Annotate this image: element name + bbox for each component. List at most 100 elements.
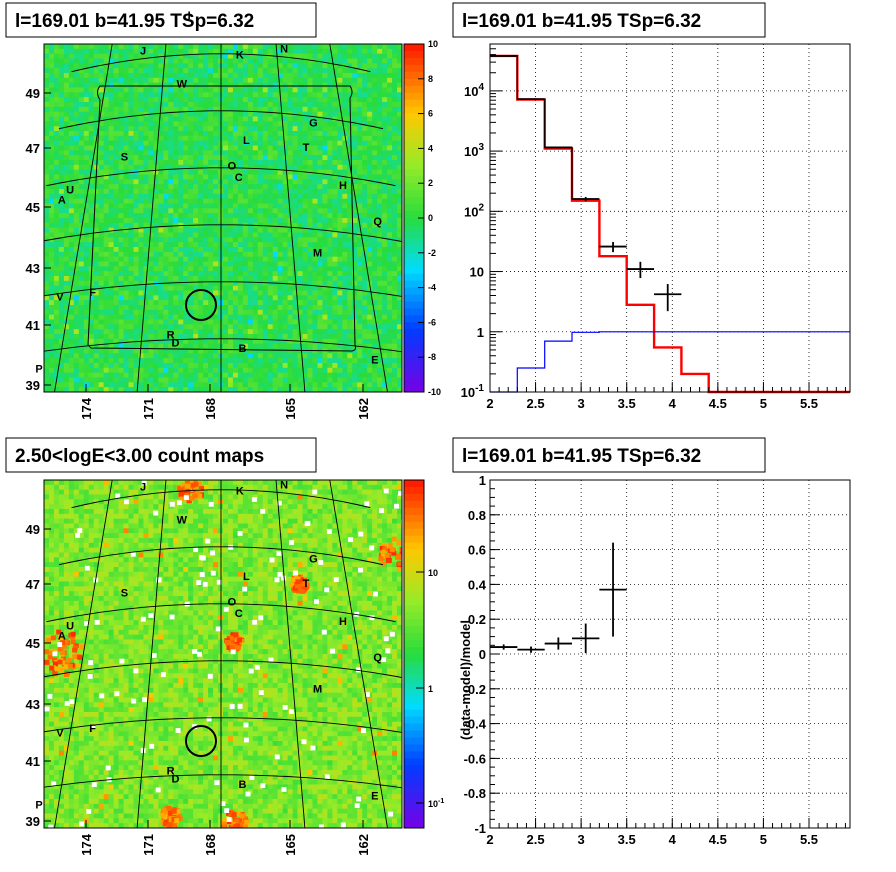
y-tick-label: 0	[479, 647, 486, 662]
colorbar-tick-label: 10-1	[428, 798, 444, 809]
count-map-x-ticks: 174 171 168 165 162	[79, 820, 371, 856]
y-tick-label: 49	[26, 86, 40, 101]
source-label: E	[371, 355, 378, 367]
source-label: D	[172, 338, 180, 350]
spectrum-series	[490, 54, 850, 394]
x-tick-label: 3.5	[618, 832, 636, 847]
spectrum-data-point	[572, 196, 600, 202]
x-tick-label: 5.5	[800, 396, 818, 411]
count-map-title: 2.50<logE<3.00 count maps	[15, 446, 264, 467]
longitude-line	[329, 480, 388, 828]
x-tick-label: 168	[203, 834, 218, 856]
x-tick-label: 162	[356, 834, 371, 856]
colorbar-tick-label: 10	[428, 39, 438, 49]
colorbar-tick-label: 4	[428, 143, 433, 153]
x-tick-label: 4.5	[709, 396, 727, 411]
count-map-grid-lines	[44, 480, 402, 828]
y-tick-label: 104	[464, 82, 484, 99]
longitude-line	[275, 44, 306, 392]
x-tick-label: 5.5	[800, 832, 818, 847]
y-tick-label: 10-1	[461, 383, 485, 400]
ts-map-panel: l=169.01 b=41.95 TSp=6.32 I J K N W G L T S OC UA H…	[5, 2, 441, 420]
source-label: H	[339, 616, 347, 628]
source-label: E	[371, 791, 378, 803]
count-map-y-ticks: 49 47 45 43 41 39	[26, 522, 51, 829]
source-label: L	[243, 135, 250, 147]
y-tick-label: 0.6	[468, 543, 486, 558]
x-tick-label: 162	[356, 398, 371, 420]
spectrum-series-line	[490, 54, 850, 394]
source-label: C	[235, 172, 243, 184]
y-tick-label: 47	[26, 577, 40, 592]
source-label: M	[313, 247, 322, 259]
x-tick-label: 171	[141, 398, 156, 420]
x-tick-label: 5	[760, 396, 767, 411]
ts-map-cells	[44, 44, 402, 392]
spectrum-panel: l=169.01 b=41.95 TSp=6.32 2 2.5 3 3.5 4 4.5 5 5…	[452, 2, 851, 411]
y-tick-label: -0.2	[464, 682, 486, 697]
y-tick-label: 10	[470, 265, 484, 280]
colorbar-tick-label: -4	[428, 283, 436, 293]
x-tick-label: 174	[79, 397, 94, 419]
y-tick-label: 45	[26, 636, 40, 651]
source-label: F	[89, 723, 96, 735]
y-tick-label: 0.4	[468, 577, 487, 592]
source-label: U	[66, 185, 74, 197]
source-label: K	[236, 49, 244, 61]
colorbar-tick-label: -2	[428, 248, 436, 258]
spectrum-data-point	[517, 98, 545, 100]
x-tick-label: 3.5	[618, 396, 636, 411]
y-tick-label: -0.6	[464, 751, 486, 766]
residual-point	[599, 542, 627, 637]
source-label: S	[121, 588, 128, 600]
spectrum-data-point	[599, 241, 627, 253]
source-label: G	[309, 117, 318, 129]
count-map-title-box	[5, 437, 317, 473]
spectrum-data-point	[490, 55, 518, 57]
source-label: A	[58, 630, 66, 642]
source-label: N	[280, 480, 288, 492]
y-tick-label: 0.8	[468, 508, 486, 523]
spectrum-data-point	[654, 284, 682, 312]
y-tick-label: -0.4	[464, 717, 487, 732]
source-label: B	[239, 343, 247, 355]
y-tick-label: 41	[26, 318, 40, 333]
source-label: W	[177, 515, 188, 527]
longitude-line	[329, 44, 388, 392]
residual-y-label: (data-model)/model	[458, 620, 473, 740]
x-tick-label: 174	[79, 833, 94, 855]
source-label: J	[140, 481, 146, 493]
source-label: M	[313, 683, 322, 695]
longitude-line	[136, 480, 167, 828]
colorbar-tick-label: 2	[428, 178, 433, 188]
ts-map-title-box	[5, 2, 317, 38]
residual-point	[490, 644, 518, 650]
count-map-target-circle	[185, 725, 217, 757]
ts-map-sources: I J K N W G L T S OC UA H Q M V F RD B P E	[35, 10, 382, 376]
longitude-line	[54, 480, 113, 828]
x-tick-label: 4	[669, 832, 677, 847]
x-tick-label: 168	[203, 398, 218, 420]
count-map-colorbar: 10 1 10-1	[403, 479, 444, 829]
longitude-line	[54, 44, 113, 392]
colorbar-tick-label: 1	[428, 684, 433, 694]
y-tick-label: 45	[26, 200, 40, 215]
source-label: V	[56, 291, 64, 303]
source-label: O	[228, 160, 237, 172]
ts-map-colorbar-ticks: 10 8 6 4 2 0 -2 -4 -6 -8 -10	[418, 39, 441, 397]
source-label: U	[66, 621, 74, 633]
residual-point	[517, 646, 545, 653]
count-map-colorbar-frame	[403, 479, 425, 829]
colorbar-tick-label: -8	[428, 352, 436, 362]
residual-point	[572, 623, 600, 654]
x-tick-label: 2.5	[527, 832, 545, 847]
x-tick-label: 2.5	[527, 396, 545, 411]
source-label: V	[56, 727, 64, 739]
spectrum-data-points	[490, 55, 682, 312]
x-tick-label: 4.5	[709, 832, 727, 847]
residual-y-ticks: 1 0.8 0.6 0.4 0.2 0 -0.2 -0.4 -0.6 -0.8 -1	[464, 473, 500, 836]
source-label: A	[58, 194, 66, 206]
spectrum-title-box	[452, 2, 766, 38]
source-label: D	[172, 774, 180, 786]
